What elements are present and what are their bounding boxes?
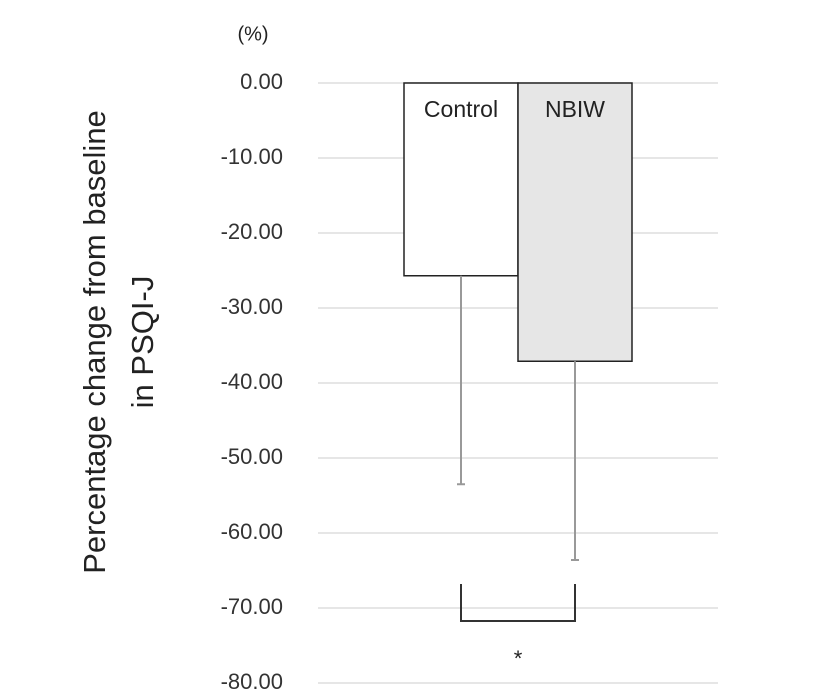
y-unit: (%) — [237, 23, 268, 45]
y-tick-label: -80.00 — [221, 669, 283, 694]
bar — [517, 82, 633, 362]
y-axis-title: Percentage change from baseline — [77, 110, 112, 574]
significance-bracket — [460, 584, 576, 622]
y-tick-label: -50.00 — [221, 444, 283, 469]
y-tick-label: -70.00 — [221, 594, 283, 619]
y-tick-label: -20.00 — [221, 219, 283, 244]
y-tick-label: -30.00 — [221, 294, 283, 319]
y-tick-label: 0.00 — [240, 69, 283, 94]
error-bar — [457, 275, 465, 486]
error-bar — [571, 361, 579, 561]
category-label: NBIW — [545, 96, 605, 122]
category-label: Control — [424, 96, 498, 122]
significance-mark: * — [514, 646, 523, 671]
y-tick-label: -10.00 — [221, 144, 283, 169]
y-axis-title: in PSQI-J — [125, 276, 160, 409]
y-tick-label: -40.00 — [221, 369, 283, 394]
y-tick-label: -60.00 — [221, 519, 283, 544]
